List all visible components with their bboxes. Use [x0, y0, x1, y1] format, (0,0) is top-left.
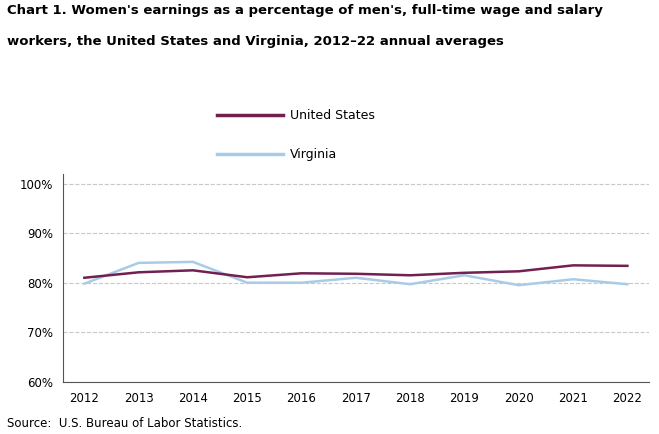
Text: Virginia: Virginia: [290, 148, 337, 161]
Text: Source:  U.S. Bureau of Labor Statistics.: Source: U.S. Bureau of Labor Statistics.: [7, 417, 242, 430]
Text: workers, the United States and Virginia, 2012–22 annual averages: workers, the United States and Virginia,…: [7, 35, 503, 48]
Text: United States: United States: [290, 108, 375, 122]
Text: Chart 1. Women's earnings as a percentage of men's, full-time wage and salary: Chart 1. Women's earnings as a percentag…: [7, 4, 602, 17]
